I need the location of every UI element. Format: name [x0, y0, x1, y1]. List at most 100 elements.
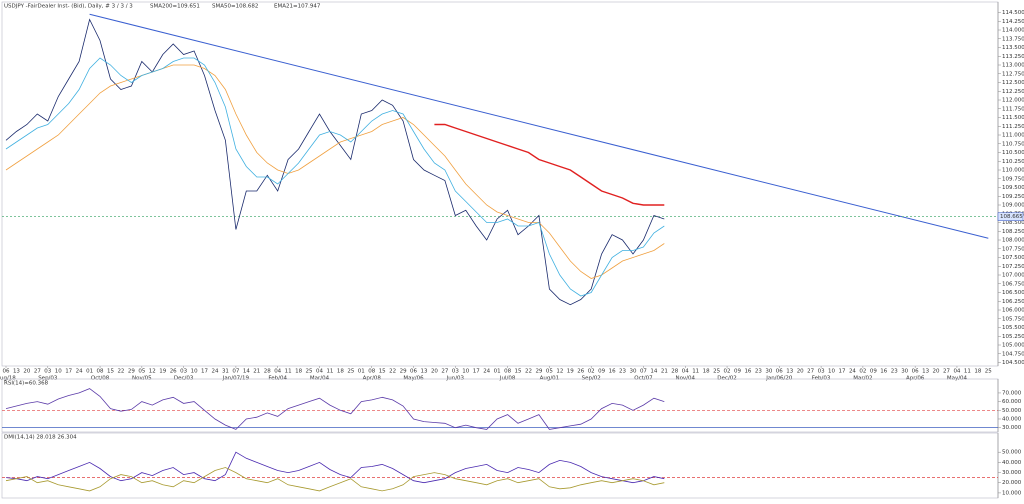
x-tick-label: 23: [891, 369, 898, 375]
y-tick-label: 108.500: [1002, 220, 1024, 226]
y-tick-label: 113.250: [1002, 54, 1024, 60]
y-tick-label: 113.500: [1002, 45, 1024, 51]
x-tick-label: 27: [943, 369, 950, 375]
x-tick-label: 21: [661, 369, 668, 375]
x-tick-label: 06: [410, 369, 417, 375]
x-tick-label: Oct/08: [91, 376, 110, 382]
x-tick-label: Oct/07: [634, 376, 653, 382]
y-tick-label: 104.500: [1002, 360, 1024, 366]
x-tick-label: Nov/05: [132, 376, 152, 382]
x-tick-label: May/04: [947, 376, 968, 382]
x-tick-label: 01: [358, 369, 365, 375]
x-tick-label: 28: [671, 369, 678, 375]
series-line: [5, 64, 665, 279]
x-tick-label: 11: [285, 369, 292, 375]
y-tick-label: 112.000: [1002, 98, 1024, 104]
y-tick-label: 104.750: [1002, 351, 1024, 357]
y-tick-label: 111.500: [1002, 115, 1024, 121]
y-tick-label: 107.750: [1002, 246, 1024, 252]
x-tick-label: 21: [253, 369, 260, 375]
y-tick-label: 114.500: [1002, 10, 1024, 16]
last-price-box: [997, 212, 1024, 221]
y-tick-label: 110.250: [1002, 159, 1024, 165]
y-tick-label: 106.750: [1002, 281, 1024, 287]
x-tick-label: 15: [515, 369, 522, 375]
x-tick-label: 08: [368, 369, 375, 375]
x-tick-label: 03: [818, 369, 825, 375]
panel-title: RSI(14)=60.368: [4, 381, 49, 387]
x-tick-label: 12: [149, 369, 156, 375]
y-tick-label: 70.000: [1002, 390, 1022, 396]
x-tick-label: 30: [901, 369, 908, 375]
x-tick-label: Jun/03: [446, 376, 465, 382]
x-tick-label: 16: [609, 369, 616, 375]
y-tick-label: 106.000: [1002, 308, 1024, 314]
x-tick-label: 17: [473, 369, 480, 375]
y-tick-label: 107.250: [1002, 264, 1024, 270]
x-tick-label: Apr/08: [363, 376, 382, 382]
x-tick-label: 13: [421, 369, 428, 375]
x-tick-label: Nov/04: [675, 376, 695, 382]
y-tick-label: 113.000: [1002, 63, 1024, 69]
x-tick-label: 06: [3, 369, 10, 375]
y-tick-label: 40.000: [1002, 460, 1022, 466]
x-tick-label: 01: [494, 369, 501, 375]
x-tick-label: Feb/04: [268, 376, 287, 382]
y-tick-label: 50.000: [1002, 450, 1022, 456]
x-tick-label: 24: [76, 369, 83, 375]
x-tick-label: 24: [483, 369, 490, 375]
x-tick-label: 24: [849, 369, 856, 375]
x-tick-label: 16: [880, 369, 887, 375]
x-tick-label: 26: [170, 369, 177, 375]
x-tick-label: 02: [588, 369, 595, 375]
y-tick-label: 108.250: [1002, 229, 1024, 235]
trend-line: [89, 13, 989, 239]
x-tick-label: 04: [682, 369, 689, 375]
y-tick-label: 106.500: [1002, 290, 1024, 296]
x-tick-label: 19: [159, 369, 166, 375]
x-tick-label: 07: [640, 369, 647, 375]
y-tick-label: 112.500: [1002, 80, 1024, 86]
x-tick-label: 27: [807, 369, 814, 375]
x-tick-label: 13: [786, 369, 793, 375]
x-tick-label: Aug/18: [0, 376, 16, 382]
x-tick-label: Mar/02: [853, 376, 872, 382]
x-tick-label: 10: [55, 369, 62, 375]
x-tick-label: 20: [933, 369, 940, 375]
x-tick-label: Sep/02: [582, 376, 601, 382]
y-tick-label: 110.500: [1002, 150, 1024, 156]
x-tick-label: 22: [525, 369, 532, 375]
x-tick-label: 03: [44, 369, 51, 375]
x-tick-label: 05: [546, 369, 553, 375]
x-tick-label: 02: [859, 369, 866, 375]
x-tick-label: 09: [870, 369, 877, 375]
x-tick-label: 13: [13, 369, 20, 375]
y-tick-label: 114.250: [1002, 19, 1024, 25]
x-tick-label: 10: [191, 369, 198, 375]
y-tick-label: 111.250: [1002, 124, 1024, 130]
x-tick-label: 15: [379, 369, 386, 375]
x-tick-label: 08: [97, 369, 104, 375]
last-price-label: 108.665: [1000, 214, 1023, 220]
x-tick-label: Dec/03: [174, 376, 194, 382]
x-tick-label: 04: [274, 369, 281, 375]
y-tick-label: 109.750: [1002, 176, 1024, 182]
x-tick-label: 22: [389, 369, 396, 375]
x-tick-label: 11: [326, 369, 333, 375]
x-tick-label: Jan/06/20: [765, 376, 793, 382]
y-tick-label: 109.000: [1002, 203, 1024, 209]
x-tick-label: 03: [180, 369, 187, 375]
y-tick-label: 108.000: [1002, 238, 1024, 244]
x-tick-label: 29: [128, 369, 135, 375]
x-tick-label: 12: [556, 369, 563, 375]
x-tick-label: 14: [650, 369, 657, 375]
y-tick-label: 10.000: [1002, 490, 1022, 496]
y-tick-label: 30.000: [1002, 470, 1022, 476]
legend-entry: EMA21=107.947: [274, 4, 321, 10]
x-tick-label: Mar/04: [310, 376, 330, 382]
series-line: [434, 123, 665, 206]
x-tick-label: 25: [713, 369, 720, 375]
x-tick-label: 23: [755, 369, 762, 375]
